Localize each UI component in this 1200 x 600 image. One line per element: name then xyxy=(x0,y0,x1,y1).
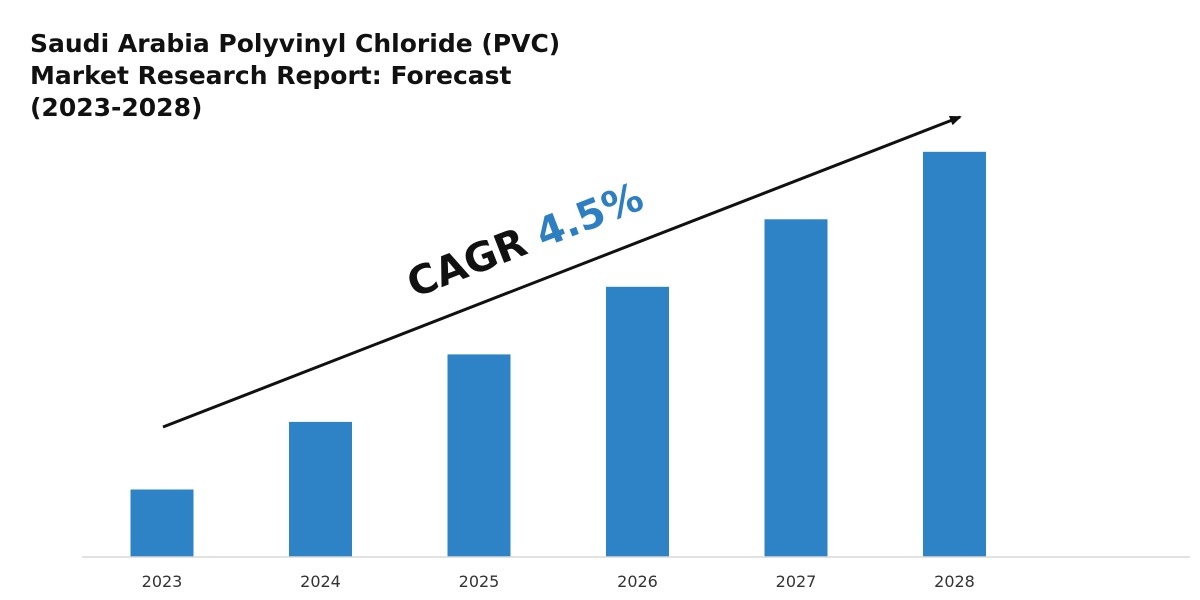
bar-2025 xyxy=(447,354,511,557)
x-tick-label-2024: 2024 xyxy=(300,572,341,591)
trend-arrow xyxy=(162,115,962,429)
bar-2027 xyxy=(764,219,828,558)
x-tick-label-2025: 2025 xyxy=(459,572,500,591)
x-tick-label-2027: 2027 xyxy=(776,572,817,591)
bar-2023 xyxy=(130,489,194,557)
cagr-prefix-label: CAGR xyxy=(401,220,533,308)
bar-2028 xyxy=(923,151,986,558)
x-axis-tick-labels: 2023 2024 2025 2026 2027 2028 xyxy=(142,572,975,591)
x-tick-label-2026: 2026 xyxy=(617,572,658,591)
x-tick-label-2023: 2023 xyxy=(142,572,183,591)
bar-2026 xyxy=(606,286,669,557)
chart-title-line-1: Saudi Arabia Polyvinyl Chloride (PVC) xyxy=(30,29,560,58)
x-tick-label-2028: 2028 xyxy=(934,572,975,591)
bar-series xyxy=(130,151,986,558)
chart-title-line-3: (2023-2028) xyxy=(30,93,202,122)
chart-title-line-2: Market Research Report: Forecast xyxy=(30,61,512,90)
bar-2024 xyxy=(289,421,352,557)
chart-title: Saudi Arabia Polyvinyl Chloride (PVC) Ma… xyxy=(30,29,560,122)
